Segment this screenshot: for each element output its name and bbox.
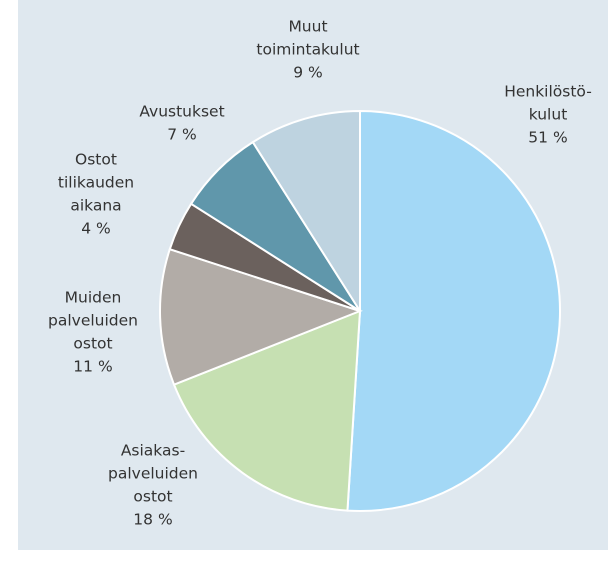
slice-label: Muiden <box>65 289 122 307</box>
value-label: 18 % <box>133 511 172 529</box>
slice-label: Asiakas- <box>121 442 185 460</box>
slice-label: Avustukset <box>139 103 224 121</box>
pie-slice <box>346 109 562 512</box>
pie-slice <box>251 109 361 315</box>
slice-label: palveluiden <box>48 312 138 330</box>
value-label: 51 % <box>528 129 567 147</box>
slice-label: Henkilöstö- <box>504 83 592 101</box>
value-label: 11 % <box>73 358 112 376</box>
value-label: 7 % <box>167 126 197 144</box>
slice-label: palveluiden <box>108 465 198 483</box>
value-label: 9 % <box>293 64 323 82</box>
slice-label: ostot <box>73 335 112 353</box>
slice-label: toimintakulut <box>256 41 359 59</box>
slice-label: tilikauden <box>58 174 134 192</box>
slice-label: Ostot <box>75 151 117 169</box>
slice-label: kulut <box>529 106 568 124</box>
slice-label: ostot <box>133 488 172 506</box>
pie-slice <box>172 309 362 512</box>
slice-label: Muut <box>288 18 327 36</box>
slice-label: aikana <box>70 197 121 215</box>
pie-slice <box>159 247 363 386</box>
value-label: 4 % <box>81 220 111 238</box>
